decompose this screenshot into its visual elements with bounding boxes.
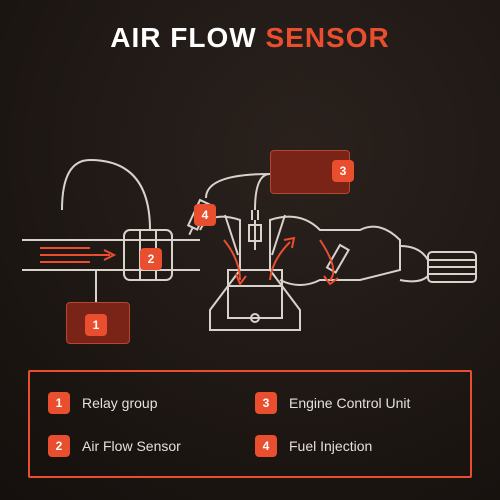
marker-4: 4 [194,204,216,226]
legend-badge-1: 1 [48,392,70,414]
legend-item: 3 Engine Control Unit [255,388,452,417]
legend-badge-3: 3 [255,392,277,414]
legend-label-4: Fuel Injection [289,438,372,454]
diagram-svg [0,70,500,340]
legend-item: 2 Air Flow Sensor [48,431,245,460]
title-prefix: AIR FLOW [110,22,265,53]
legend-label-1: Relay group [82,395,158,411]
legend-label-3: Engine Control Unit [289,395,410,411]
marker-3-num: 3 [340,164,347,178]
legend-badge-4: 4 [255,435,277,457]
page-title: AIR FLOW SENSOR [0,22,500,54]
title-accent: SENSOR [265,22,389,53]
legend-item: 4 Fuel Injection [255,431,452,460]
marker-2: 2 [140,248,162,270]
marker-4-num: 4 [202,208,209,222]
legend-item: 1 Relay group [48,388,245,417]
marker-1: 1 [85,314,107,336]
legend-label-2: Air Flow Sensor [82,438,181,454]
marker-1-num: 1 [93,318,100,332]
marker-3: 3 [332,160,354,182]
legend-badge-2: 2 [48,435,70,457]
legend-panel: 1 Relay group 3 Engine Control Unit 2 Ai… [28,370,472,478]
air-flow-diagram: 1 2 3 4 [0,70,500,340]
marker-2-num: 2 [148,252,155,266]
